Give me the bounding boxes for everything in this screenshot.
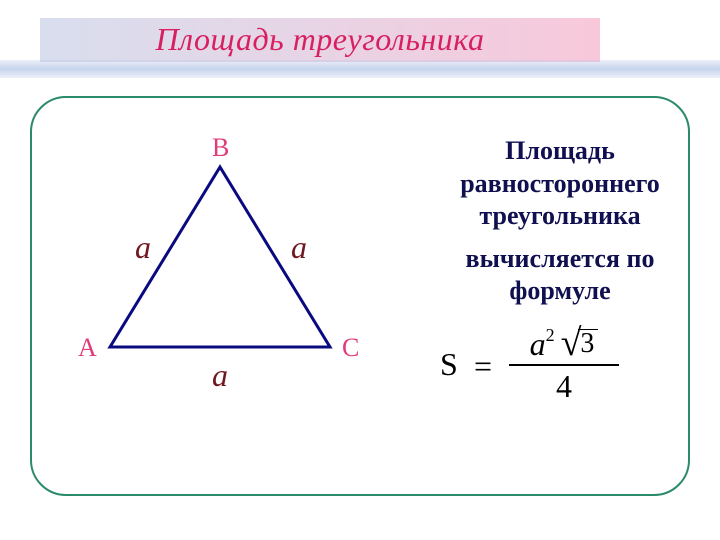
formula-denominator: 4 [504,368,624,404]
description-line2: вычисляется по формуле [420,243,700,308]
formula-sqrt-arg: 3 [578,329,598,358]
vertex-label-b: B [212,133,229,163]
side-label-bc: a [291,229,307,266]
sqrt-icon: √ 3 [561,324,599,362]
description-line1: Площадь равностороннего треугольника [420,135,700,233]
formula-fraction: a2 √ 3 4 [504,324,624,404]
formula-area: S = a2 √ 3 4 [440,320,680,410]
vertex-label-a: A [78,333,97,363]
formula-numerator: a2 √ 3 [504,324,624,362]
side-label-ab: a [135,229,151,266]
formula-eq: = [474,348,492,385]
vertex-label-c: C [342,333,359,363]
fraction-bar [509,364,619,366]
side-label-ac: a [212,357,228,394]
formula-exponent: 2 [546,325,555,345]
formula-lhs: S [440,346,458,383]
triangle-diagram: A B C a a a [60,125,380,425]
triangle-svg [70,157,370,367]
decorative-bar [0,60,720,78]
page-title: Площадь треугольника [156,21,485,58]
formula-var: a [530,326,546,362]
description-text: Площадь равностороннего треугольника выч… [420,135,700,308]
title-banner: Площадь треугольника [40,18,600,62]
